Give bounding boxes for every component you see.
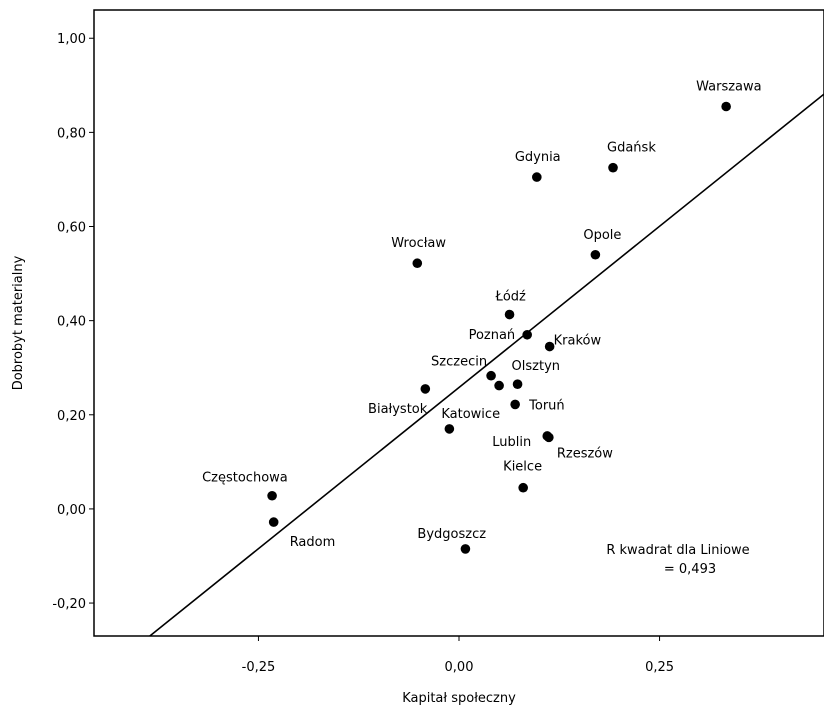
data-point (721, 101, 731, 112)
point-label: Szczecin (431, 355, 487, 370)
point-label: Poznań (469, 328, 516, 343)
fit-line (149, 93, 824, 637)
x-tick-label: -0,25 (242, 660, 276, 675)
x-tick-label: 0,25 (645, 660, 674, 675)
data-point (494, 380, 504, 391)
point-label: Białystok (368, 402, 428, 417)
point-label: Gdańsk (607, 141, 656, 156)
data-point (412, 258, 423, 269)
point-label: Lublin (492, 435, 531, 450)
data-point (486, 370, 496, 381)
point-label: Opole (583, 228, 621, 243)
data-point (544, 432, 554, 443)
point-label: Olsztyn (512, 359, 560, 374)
data-point (420, 384, 431, 394)
data-point (460, 544, 471, 554)
y-tick-label: 0,00 (57, 503, 86, 518)
point-label: Katowice (441, 407, 500, 422)
plot-area (93, 9, 824, 637)
point-label: Gdynia (515, 150, 561, 165)
y-tick-label: 0,40 (57, 315, 86, 330)
point-label: Kielce (503, 460, 542, 475)
point-label: Rzeszów (557, 446, 613, 461)
y-tick-label: 1,00 (57, 32, 86, 47)
y-tick-label: 0,80 (57, 126, 86, 141)
data-point (518, 482, 528, 493)
data-point (522, 329, 532, 340)
r-squared-label: R kwadrat dla Liniowe (606, 543, 749, 558)
point-label: Częstochowa (202, 471, 288, 486)
point-label: Wrocław (391, 236, 446, 251)
y-axis-title: Dobrobyt materialny (11, 255, 26, 390)
x-axis-title: Kapitał społeczny (402, 691, 516, 706)
y-tick-label: 0,20 (57, 409, 86, 424)
data-point (608, 162, 618, 173)
point-label: Toruń (528, 398, 565, 413)
data-point (510, 399, 520, 410)
point-label: Łódź (495, 290, 527, 305)
data-point (590, 249, 601, 260)
data-point (504, 309, 515, 320)
r-squared-value: = 0,493 (664, 562, 716, 577)
data-point (267, 490, 277, 501)
x-tick-label: 0,00 (445, 660, 474, 675)
data-point (268, 517, 279, 527)
y-tick-label: 0,60 (57, 221, 86, 236)
point-label: Radom (290, 535, 336, 550)
data-point (512, 379, 523, 389)
data-point (444, 424, 455, 434)
data-point (532, 172, 542, 182)
y-tick-label: -0,20 (52, 597, 86, 612)
point-label: Warszawa (696, 79, 762, 94)
point-label: Bydgoszcz (417, 527, 486, 542)
point-label: Kraków (554, 334, 602, 349)
data-point (544, 341, 555, 352)
